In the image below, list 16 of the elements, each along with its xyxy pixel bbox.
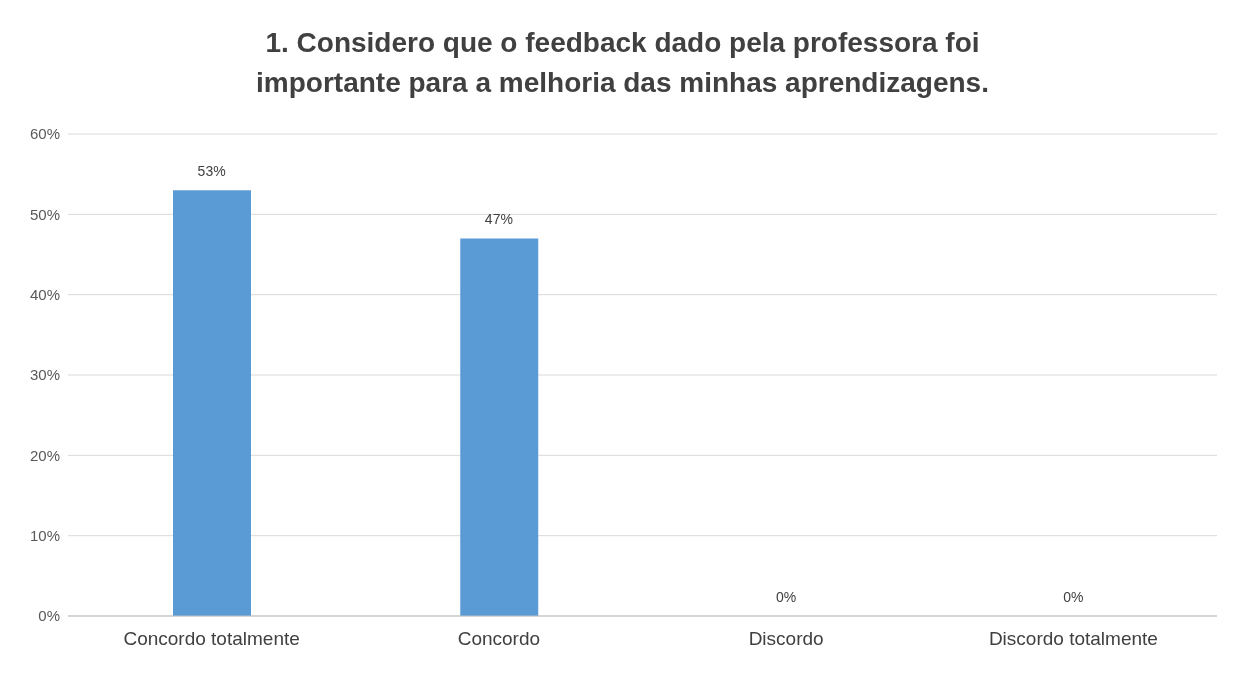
data-label: 47% [484, 211, 513, 228]
y-tick-label: 50% [29, 205, 60, 223]
data-label: 53% [197, 163, 226, 180]
x-tick-label: Discordo totalmente [988, 628, 1158, 650]
x-tick-label: Concordo totalmente [123, 628, 300, 650]
chart-title: 1. Considero que o feedback dado pela professora foi importante para a melhoria das minhas aprendizagens. [255, 26, 990, 100]
y-tick-label: 40% [29, 285, 60, 303]
y-tick-label: 30% [29, 366, 60, 384]
data-label: 0% [776, 589, 797, 605]
y-tick-label: 60% [29, 125, 60, 143]
x-tick-label: Concordo [457, 628, 541, 650]
data-label: 0% [1063, 589, 1084, 605]
x-tick-label: Discordo [748, 628, 824, 650]
y-tick-label: 10% [29, 526, 60, 544]
y-tick-label: 20% [29, 446, 60, 464]
y-tick-label: 0% [38, 607, 60, 625]
